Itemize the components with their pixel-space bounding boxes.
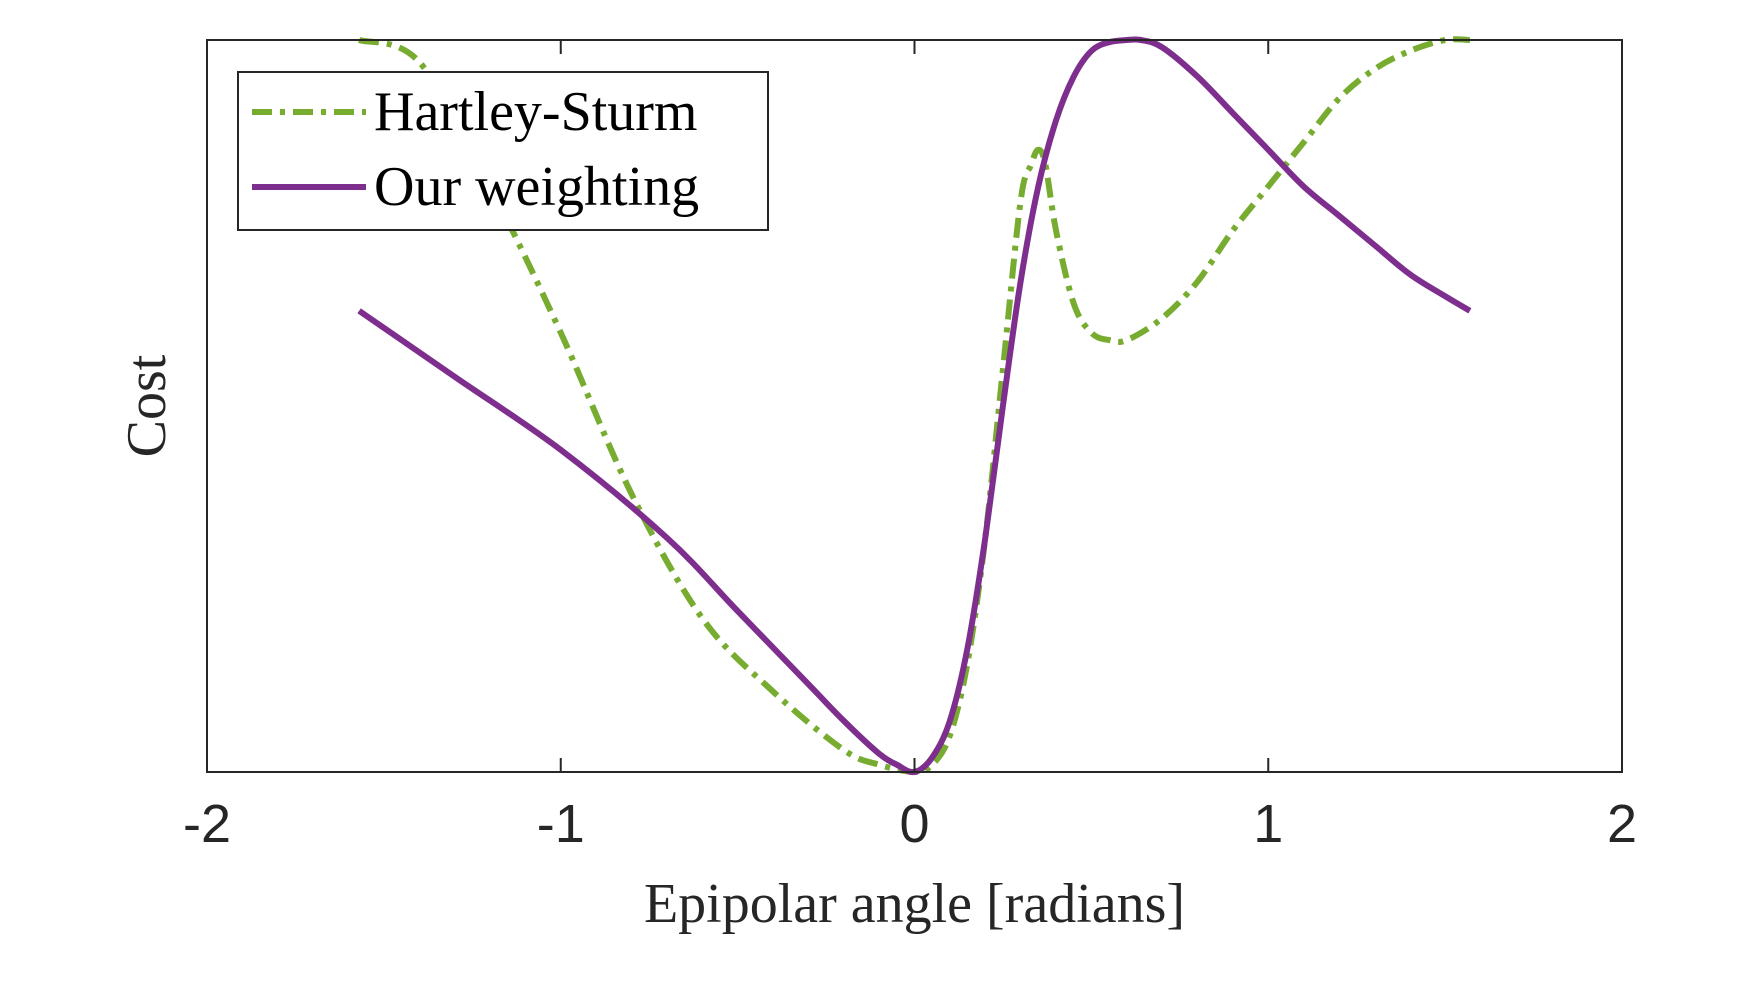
x-tick-layer: -2 -1 0 1 2 (183, 40, 1637, 854)
series-line-our-weighting (357, 36, 1472, 776)
legend-box (237, 71, 769, 231)
x-tick-label: -2 (183, 794, 231, 854)
x-tick-label: 0 (899, 794, 929, 854)
legend: Hartley-Sturm Our weighting (237, 71, 769, 231)
x-tick-label: 1 (1253, 794, 1283, 854)
x-axis-label: Epipolar angle [radians] (644, 873, 1185, 935)
series-line-hartley-sturm (358, 36, 1471, 775)
y-axis-label: Cost (116, 354, 178, 457)
legend-label-our-weighting: Our weighting (374, 156, 699, 218)
x-tick-label: -1 (537, 794, 585, 854)
plot-layer (357, 36, 1472, 776)
legend-label-hartley-sturm: Hartley-Sturm (374, 81, 697, 143)
x-tick-label: 2 (1607, 794, 1637, 854)
